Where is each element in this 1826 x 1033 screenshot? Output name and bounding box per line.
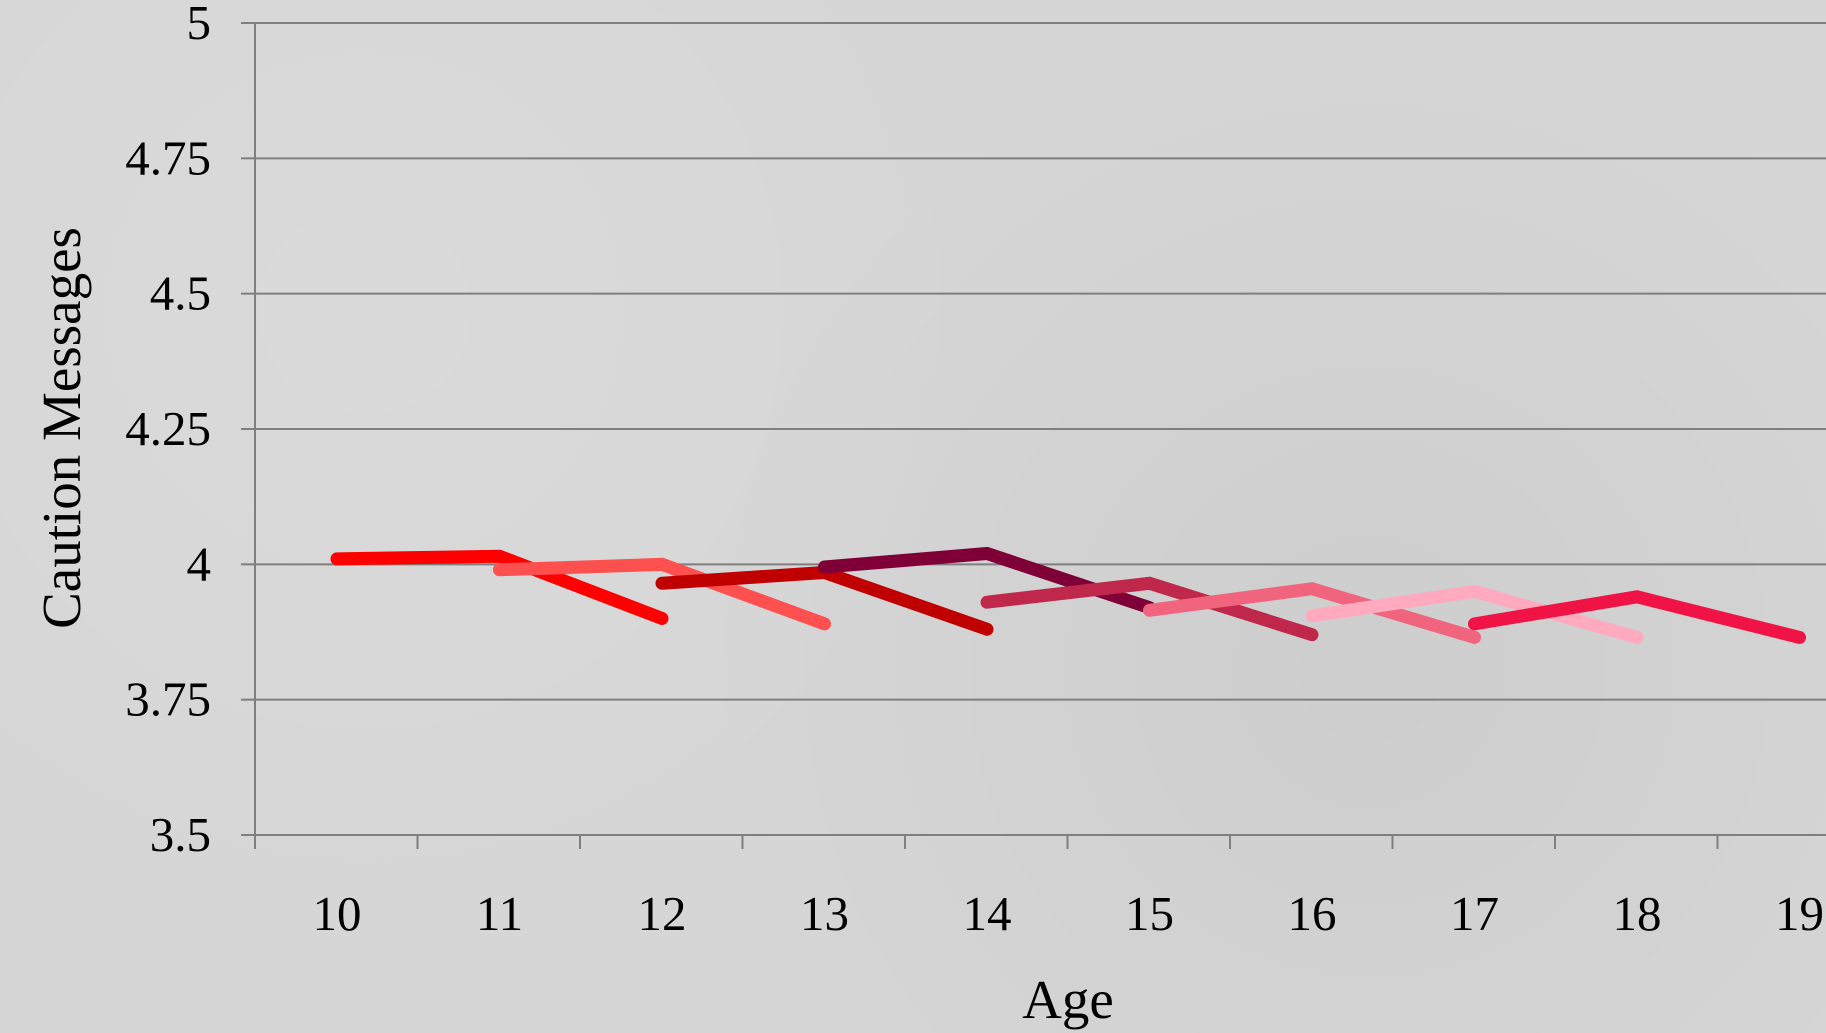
x-tick-label: 14 <box>963 886 1012 941</box>
y-tick-label: 3.75 <box>125 672 211 727</box>
y-tick-label: 3.5 <box>150 807 211 862</box>
series-line-4 <box>980 576 1319 642</box>
x-tick-label: 11 <box>476 886 523 941</box>
x-axis-title: Age <box>1022 969 1114 1030</box>
y-tick-label: 4.25 <box>125 401 211 456</box>
y-tick-label: 5 <box>187 0 212 50</box>
series-line-5 <box>1143 582 1481 644</box>
x-tick-label: 12 <box>638 886 687 941</box>
y-tick-label: 4.75 <box>125 130 211 185</box>
x-tick-label: 16 <box>1288 886 1337 941</box>
x-tick-label: 10 <box>313 886 362 941</box>
y-tick-label: 4.5 <box>150 266 211 321</box>
x-tick-label: 19 <box>1775 886 1824 941</box>
series-line-7 <box>1468 590 1806 644</box>
x-tick-label: 13 <box>800 886 849 941</box>
series-line-6 <box>1305 584 1644 644</box>
series-line-0 <box>330 549 669 625</box>
x-tick-label: 15 <box>1125 886 1174 941</box>
x-tick-label: 17 <box>1450 886 1499 941</box>
series-line-1 <box>493 557 831 631</box>
x-tick-label: 18 <box>1613 886 1662 941</box>
y-axis-title: Caution Messages <box>31 227 92 629</box>
y-tick-label: 4 <box>187 536 212 591</box>
